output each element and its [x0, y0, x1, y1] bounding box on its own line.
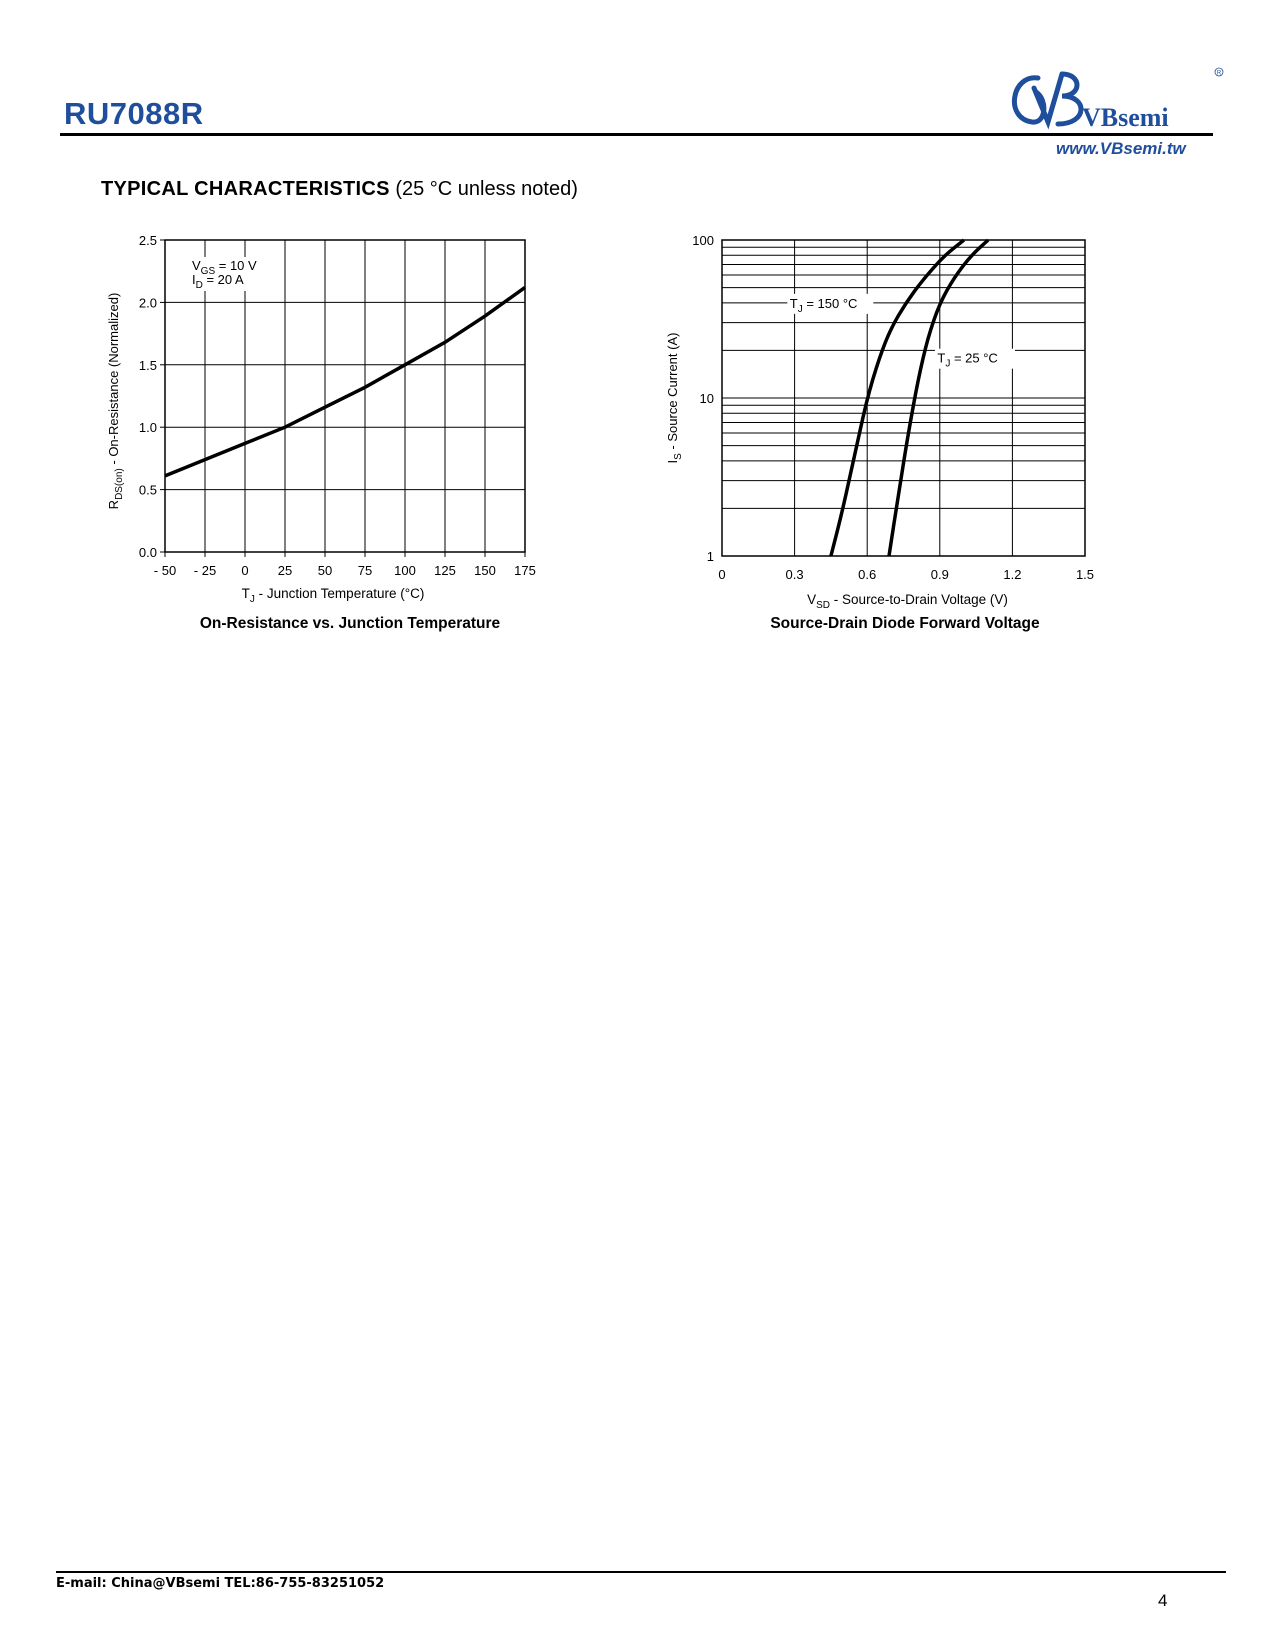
chart1-x-tick-label: 150 — [474, 563, 496, 578]
part-number: RU7088R — [64, 96, 204, 131]
chart2-x-tick-label: 0.9 — [931, 567, 949, 582]
chart1-plot-frame — [164, 239, 526, 553]
chart-on-resistance: - 50 - 25 0 25 50 75 100 125 150 175 0.0 0.5 1.0 1.5… — [106, 233, 536, 605]
chart-diode-forward-voltage: 0 0.3 0.6 0.9 1.2 1.5 1 10 100 TJ = 150 °C TJ =… — [665, 233, 1094, 611]
chart1-x-tick-label: 0 — [241, 563, 248, 578]
chart2-x-tick-labels: 0 0.3 0.6 0.9 1.2 1.5 — [718, 567, 1094, 582]
chart2-series-150c-label: TJ = 150 °C — [790, 296, 858, 315]
chart1-x-axis-label: TJ - Junction Temperature (°C) — [242, 586, 425, 605]
chart2-series-150c-label-bg — [787, 293, 874, 314]
chart1-y-tick-label: 2.0 — [139, 295, 157, 310]
chart1-y-tick-label: 2.5 — [139, 233, 157, 248]
chart1-series-line — [164, 285, 527, 478]
chart2-y-tick-label: 1 — [707, 549, 714, 564]
chart2-series-25c-line — [887, 238, 990, 557]
footer-divider — [56, 1571, 1226, 1573]
chart2-x-axis-label: VSD - Source-to-Drain Voltage (V) — [807, 592, 1008, 611]
chart2-x-tick-label: 1.2 — [1003, 567, 1021, 582]
chart1-x-tick-label: 50 — [318, 563, 332, 578]
chart2-x-tick-label: 0.6 — [858, 567, 876, 582]
section-title: TYPICAL CHARACTERISTICS (25 °C unless no… — [101, 178, 578, 201]
chart2-y-tick-label: 100 — [692, 233, 714, 248]
vbsemi-logo-mark — [1012, 71, 1084, 130]
chart2-x-tick-label: 1.5 — [1076, 567, 1094, 582]
chart1-y-tick-label: 1.5 — [139, 358, 157, 373]
chart1-y-tick-label: 1.0 — [139, 420, 157, 435]
chart2-series-150c-line — [829, 238, 966, 557]
chart2-y-tick-label: 10 — [700, 391, 714, 406]
chart1-y-tick-label: 0.5 — [139, 483, 157, 498]
chart2-series-25c-label-bg — [934, 348, 1015, 369]
chart1-y-axis-label: RDS(on) - On-Resistance (Normalized) — [106, 293, 125, 510]
chart1-y-tick-labels: 0.0 0.5 1.0 1.5 2.0 2.5 — [139, 233, 157, 560]
chart2-y-axis-label: IS - Source Current (A) — [665, 333, 684, 464]
page-number: 4 — [1158, 1591, 1168, 1610]
chart1-x-tick-label: 25 — [278, 563, 292, 578]
chart1-x-tick-label: 100 — [394, 563, 416, 578]
chart1-annotation-id: ID = 20 A — [192, 272, 244, 291]
chart2-plot-frame — [721, 239, 1086, 557]
chart1-x-tick-label: 75 — [358, 563, 372, 578]
chart2-series-25c-label: TJ = 25 °C — [937, 351, 997, 370]
charts-canvas: - 50- 25 0 25 50 75 100 125 150 175 0.00.51.01.5… — [106, 233, 1094, 611]
chart1-annotation-bg — [189, 257, 264, 291]
chart1-x-tick-label: - 50 — [154, 563, 176, 578]
chart1-x-tick-label: 175 — [514, 563, 536, 578]
section-title-bold: TYPICAL CHARACTERISTICS — [101, 178, 390, 200]
footer-contact: E-mail: China@VBsemi TEL:86-755-83251052 — [56, 1576, 385, 1591]
header-divider — [60, 133, 1213, 136]
chart1-x-tick-label: - 25 — [194, 563, 216, 578]
chart2-x-tick-label: 0 — [718, 567, 725, 582]
chart2-grid — [721, 239, 1086, 557]
section-title-note: (25 °C unless noted) — [395, 178, 578, 200]
chart2-y-tick-labels: 1 10 100 — [692, 233, 714, 564]
vbsemi-logo: R VBsemi — [1012, 67, 1224, 132]
chart2-x-tick-label: 0.3 — [786, 567, 804, 582]
svg-text:R: R — [1217, 71, 1222, 77]
brand-name: VBsemi — [1082, 103, 1169, 132]
chart1-grid — [160, 239, 526, 557]
chart1-annotation-vgs: VGS = 10 V — [192, 258, 257, 277]
chart1-y-tick-label: 0.0 — [139, 545, 157, 560]
chart2-caption: Source-Drain Diode Forward Voltage — [770, 615, 1040, 632]
chart1-caption: On-Resistance vs. Junction Temperature — [199, 615, 501, 632]
chart1-x-tick-labels: - 50 - 25 0 25 50 75 100 125 150 175 — [154, 563, 536, 578]
brand-url: www.VBsemi.tw — [1056, 139, 1186, 158]
chart1-x-tick-label: 125 — [434, 563, 456, 578]
